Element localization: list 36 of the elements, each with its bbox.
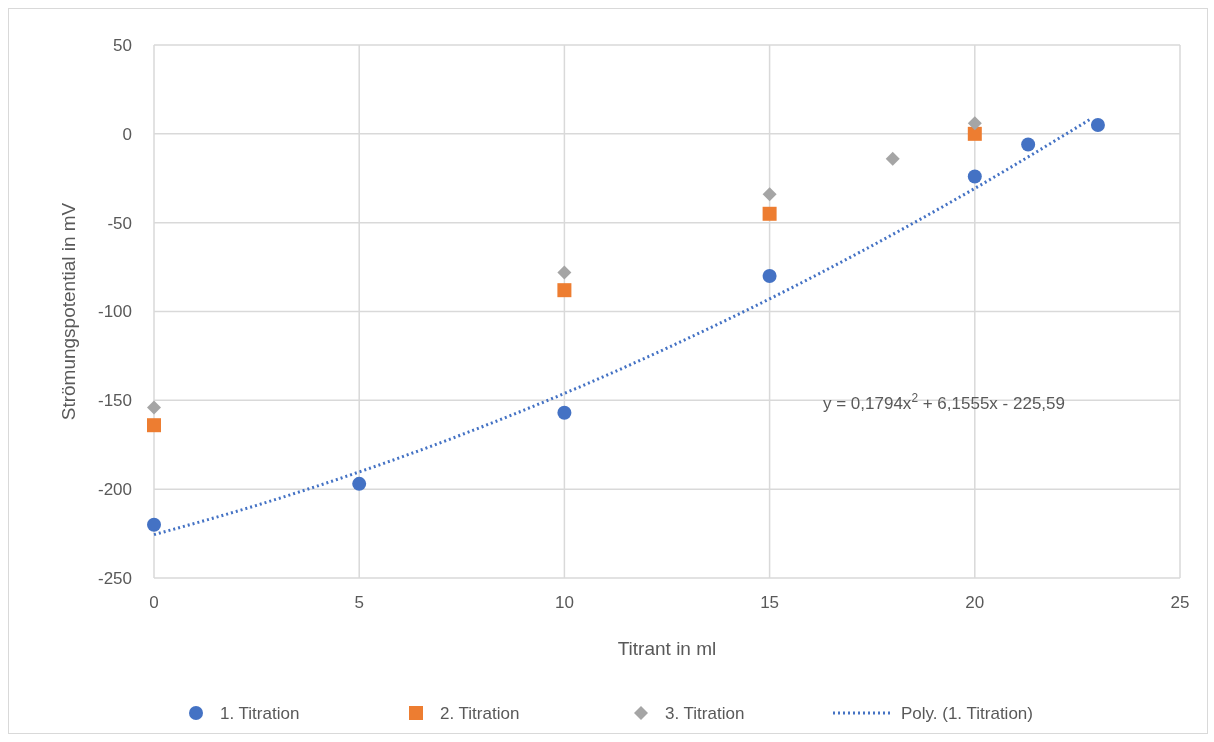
y-axis-title: Strömungspotential in mV: [58, 202, 79, 421]
y-tick-label: -100: [97, 302, 132, 322]
y-tick-label: -150: [97, 391, 132, 411]
x-axis-title: Titrant in ml: [617, 638, 717, 659]
point: [557, 283, 572, 298]
point: [147, 418, 161, 433]
point: [147, 517, 161, 532]
x-tick-label: 5: [354, 593, 364, 612]
annotation: y = 0,1794x$^{2}$ + 6,1555x - 225,59: [823, 391, 1065, 413]
point: [147, 400, 161, 415]
point: [967, 116, 982, 131]
point: [557, 265, 572, 280]
point: [1021, 137, 1036, 152]
y-tick-label: 0: [122, 124, 132, 144]
y-tick-label: 50: [113, 35, 132, 55]
legend-label: Poly. (1. Titration): [901, 704, 1033, 723]
point: [762, 206, 777, 221]
x-tick-label: 20: [965, 593, 985, 612]
legend-label: 3. Titration: [665, 704, 745, 723]
x-tick-label: 0: [149, 593, 159, 612]
x-tick-label: 10: [554, 593, 574, 612]
y-tick-label: -250: [97, 568, 132, 588]
point: [1090, 117, 1105, 132]
point: [352, 476, 367, 491]
point: [967, 126, 982, 141]
legend-label: 2. Titration: [440, 704, 520, 723]
y-tick-label: -50: [107, 213, 132, 233]
x-tick-label: 15: [760, 593, 780, 612]
point: [557, 405, 572, 420]
y-tick-label: -200: [97, 480, 132, 500]
x-tick-label: 25: [1170, 593, 1190, 612]
legend-label: 1. Titration: [220, 704, 300, 723]
point: [885, 151, 900, 166]
point: [762, 268, 777, 283]
point: [762, 187, 777, 202]
point: [967, 169, 982, 184]
